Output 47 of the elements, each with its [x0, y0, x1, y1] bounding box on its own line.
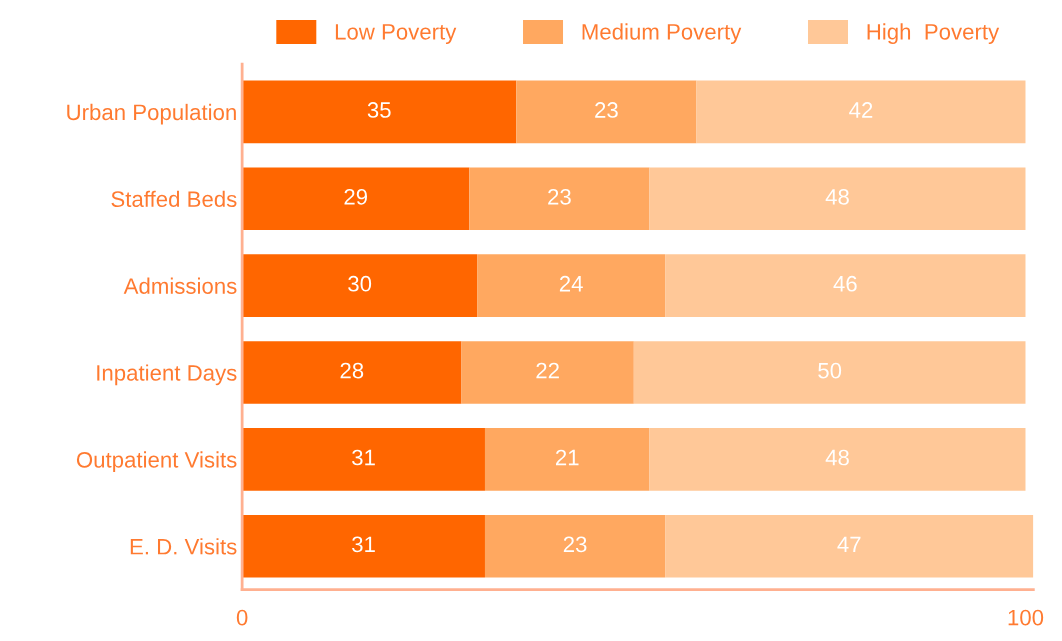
y-tick-label: E. D. Visits — [130, 538, 237, 555]
legend-label: Medium Poverty — [582, 23, 742, 45]
bar — [461, 341, 634, 404]
bar — [242, 515, 485, 578]
data-label: 23 — [548, 188, 571, 205]
bar — [242, 254, 478, 317]
data-label: 35 — [367, 102, 391, 118]
data-label: 48 — [825, 449, 849, 466]
data-label: 30 — [348, 275, 372, 292]
y-tick-label: Outpatient Visits — [76, 451, 237, 473]
y-tick-label: Staffed Beds — [111, 190, 237, 208]
y-tick-label: Admissions — [123, 277, 237, 294]
bar — [484, 428, 650, 491]
data-label: 23 — [595, 102, 618, 118]
y-tick-label: Inpatient Days — [97, 364, 237, 386]
data-label: 47 — [837, 536, 861, 553]
bar — [665, 254, 1026, 317]
bar — [242, 428, 485, 491]
bar — [242, 341, 462, 404]
bar — [242, 167, 470, 231]
bar — [242, 80, 517, 144]
data-label: 50 — [818, 362, 842, 379]
data-label: 28 — [340, 362, 364, 379]
bar — [516, 80, 697, 144]
bar — [477, 254, 666, 317]
bar — [469, 167, 650, 231]
bar — [665, 515, 1034, 578]
data-label: 21 — [555, 449, 579, 466]
x-tick-label: 0 — [236, 609, 248, 626]
bar — [484, 515, 666, 578]
data-label: 48 — [825, 188, 849, 205]
bar — [649, 167, 1026, 231]
legend-label: High Poverty — [867, 23, 1000, 45]
data-label: 23 — [563, 536, 587, 553]
bar — [649, 428, 1026, 491]
data-label: 42 — [849, 102, 873, 118]
data-label: 29 — [344, 188, 368, 205]
legend-label: Low Poverty — [335, 24, 457, 45]
x-tick-label: 100 — [1008, 609, 1044, 626]
data-label: 46 — [833, 275, 857, 292]
data-label: 24 — [559, 275, 583, 292]
data-label: 31 — [352, 536, 375, 553]
y-tick-label: Urban Population — [67, 103, 236, 125]
data-label: 22 — [536, 362, 559, 379]
bar — [696, 80, 1026, 144]
data-label: 31 — [352, 449, 375, 466]
bar — [633, 341, 1026, 404]
